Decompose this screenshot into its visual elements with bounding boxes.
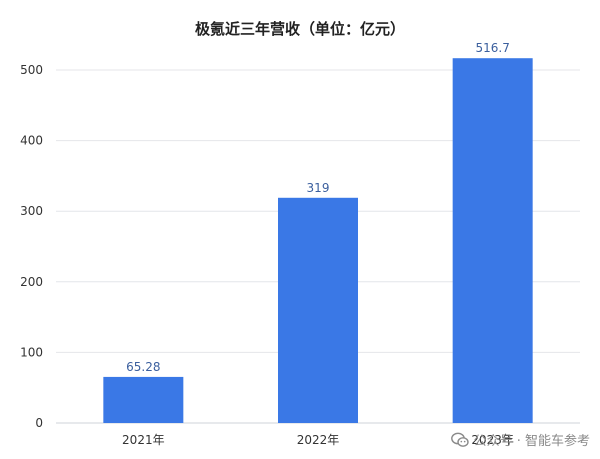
bar bbox=[452, 58, 533, 423]
data-label: 65.28 bbox=[126, 360, 160, 374]
wechat-icon bbox=[450, 432, 469, 447]
watermark: 公众号 · 智能车参考 bbox=[450, 430, 590, 449]
y-tick-label: 300 bbox=[20, 204, 43, 218]
y-tick-label: 400 bbox=[20, 134, 43, 148]
bar bbox=[103, 376, 184, 423]
bar bbox=[278, 197, 358, 423]
y-tick-label: 500 bbox=[20, 63, 43, 77]
data-label: 319 bbox=[307, 181, 330, 195]
y-tick-label: 200 bbox=[20, 275, 43, 289]
y-tick-label: 100 bbox=[20, 345, 43, 359]
x-tick-label: 2022年 bbox=[297, 433, 340, 447]
x-tick-label: 2021年 bbox=[122, 433, 165, 447]
data-label: 516.7 bbox=[475, 41, 509, 55]
watermark-text: 公众号 · 智能车参考 bbox=[473, 434, 590, 449]
chart-title: 极氪近三年营收（单位：亿元） bbox=[195, 20, 405, 38]
y-tick-label: 0 bbox=[35, 416, 43, 430]
x-tick-label: 2023年 bbox=[471, 433, 514, 447]
